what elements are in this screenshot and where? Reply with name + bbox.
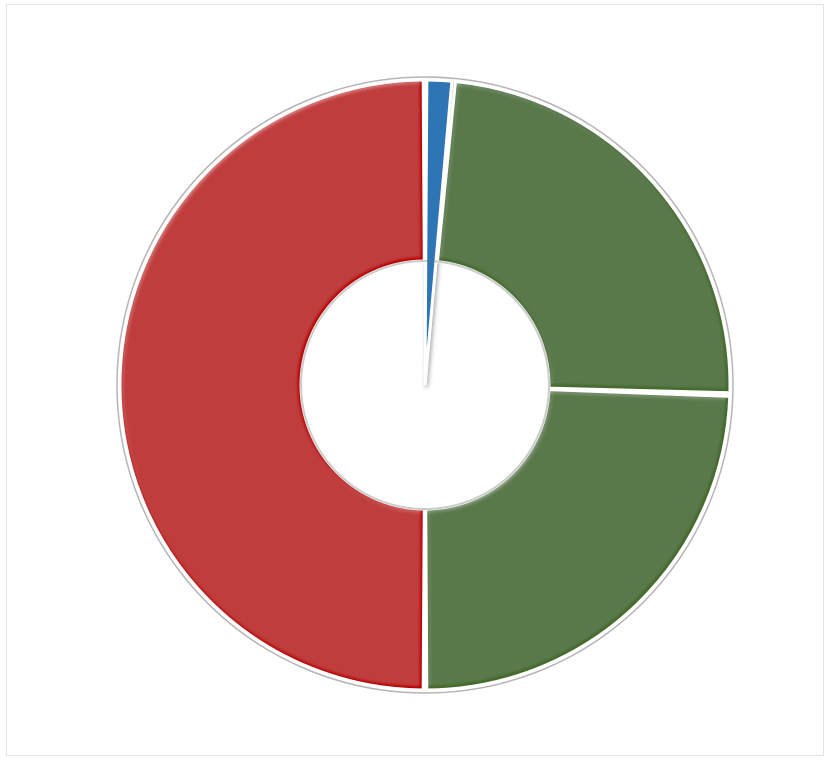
donut-slice-2 xyxy=(435,79,732,395)
donut-outer-outline xyxy=(116,76,734,694)
donut-slice-3 xyxy=(424,388,732,692)
chart-area xyxy=(6,4,824,756)
donut-slice-1 xyxy=(423,78,454,386)
donut-slice-4 xyxy=(118,78,426,692)
donut-chart xyxy=(116,76,734,694)
slices-group xyxy=(116,76,734,694)
donut-hole-outline xyxy=(300,260,550,510)
